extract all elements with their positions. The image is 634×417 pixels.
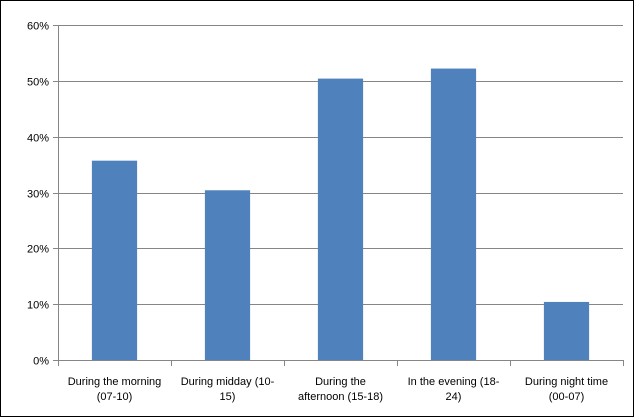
x-tick-label: During the — [315, 376, 366, 388]
x-tick-label: afternoon (15-18) — [298, 391, 383, 403]
bar — [204, 190, 251, 360]
x-tick-label: 15) — [220, 391, 236, 403]
x-tick-label: (00-07) — [549, 391, 584, 403]
y-tick-label: 60% — [27, 21, 49, 33]
bar — [317, 78, 364, 360]
bars — [91, 68, 590, 361]
y-tick-label: 50% — [27, 77, 49, 89]
tick-labels: 0% 10% 20% 30% 40% 50% 60% During the morning (0… — [27, 21, 608, 404]
y-tick-label: 0% — [33, 356, 49, 368]
y-tick-label: 40% — [27, 133, 49, 145]
x-tick-label: In the evening (18- — [408, 376, 500, 388]
x-tick-label: During the morning — [68, 376, 162, 388]
bar — [91, 160, 138, 360]
bar — [430, 68, 477, 361]
y-tick-label: 20% — [27, 244, 49, 256]
bar — [543, 301, 590, 360]
x-tick-label: (07-10) — [97, 391, 132, 403]
y-tick-label: 30% — [27, 189, 49, 201]
axes — [53, 25, 624, 366]
x-tick-label: 24) — [446, 391, 462, 403]
x-tick-label: During night time — [525, 376, 608, 388]
y-tick-label: 10% — [27, 300, 49, 312]
x-tick-label: During midday (10- — [181, 376, 275, 388]
